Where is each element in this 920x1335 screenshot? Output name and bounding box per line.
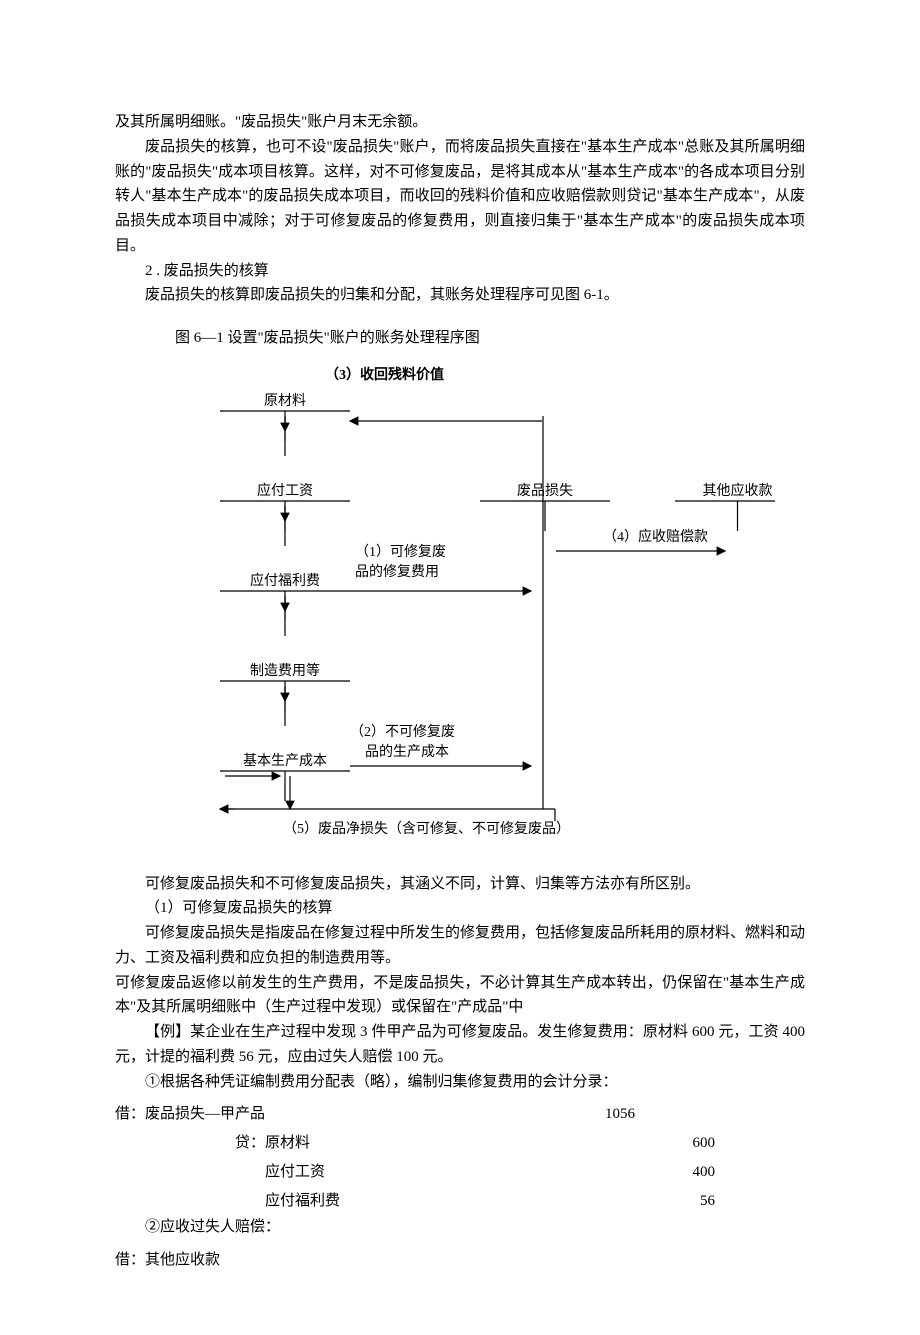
paragraph: 可修复废品损失和不可修复废品损失，其涵义不同，计算、归集等方法亦有所区别。 bbox=[115, 872, 805, 897]
svg-text:（3）收回残料价值: （3）收回残料价值 bbox=[325, 366, 444, 383]
paragraph: 可修复废品损失是指废品在修复过程中所发生的修复费用，包括修复废品所耗用的原材料、… bbox=[115, 921, 805, 971]
paragraph: （1）可修复废品损失的核算 bbox=[115, 896, 805, 921]
svg-text:（2）不可修复废: （2）不可修复废 bbox=[350, 723, 455, 740]
paragraph: 废品损失的核算即废品损失的归集和分配，其账务处理程序可见图 6-1。 bbox=[115, 283, 805, 308]
figure-title: 图 6—1 设置"废品损失"账户的账务处理程序图 bbox=[175, 326, 805, 351]
svg-text:品的生产成本: 品的生产成本 bbox=[365, 744, 449, 760]
entry-credit-amount bbox=[635, 1100, 715, 1129]
svg-text:其他应收款: 其他应收款 bbox=[703, 482, 773, 499]
entry-debit-label: 借：其他应收款 bbox=[115, 1246, 345, 1275]
entry-debit-label: 借：废品损失—甲产品 bbox=[115, 1100, 495, 1129]
svg-text:应付工资: 应付工资 bbox=[257, 482, 313, 499]
entry-credit-label: 应付工资 bbox=[115, 1158, 495, 1187]
svg-text:应付福利费: 应付福利费 bbox=[250, 572, 320, 589]
process-flowchart-svg: （3）收回残料价值原材料应付工资应付福利费制造费用等基本生产成本 废品损失 其他应收… bbox=[115, 361, 775, 841]
svg-text:废品损失: 废品损失 bbox=[517, 483, 573, 499]
entry-credit-label: 贷：原材料 bbox=[115, 1129, 495, 1158]
paragraph: 废品损失的核算，也可不设"废品损失"账户，而将废品损失直接在"基本生产成本"总账… bbox=[115, 135, 805, 259]
table-row: 借：废品损失—甲产品 1056 bbox=[115, 1100, 715, 1129]
svg-text:（5）废品净损失（含可修复、不可修复废品）: （5）废品净损失（含可修复、不可修复废品） bbox=[283, 820, 570, 837]
paragraph: 2 . 废品损失的核算 bbox=[115, 259, 805, 284]
table-row: 应付工资 400 bbox=[115, 1158, 715, 1187]
document-page: 及其所属明细账。"废品损失"账户月末无余额。 废品损失的核算，也可不设"废品损失… bbox=[0, 0, 920, 1335]
svg-text:（1）可修复废: （1）可修复废 bbox=[355, 543, 446, 560]
paragraph: 可修复废品返修以前发生的生产费用，不是废品损失，不必计算其生产成本转出，仍保留在… bbox=[115, 971, 805, 1021]
svg-text:（4）应收赔偿款: （4）应收赔偿款 bbox=[603, 528, 708, 545]
journal-entry-table: 借：其他应收款 bbox=[115, 1246, 565, 1275]
entry-credit-amount: 400 bbox=[635, 1158, 715, 1187]
entry-credit-amount: 600 bbox=[635, 1129, 715, 1158]
journal-entry-table: 借：废品损失—甲产品 1056 贷：原材料 600 应付工资 400 应付福利费… bbox=[115, 1100, 715, 1215]
svg-text:品的修复费用: 品的修复费用 bbox=[355, 563, 439, 580]
flowchart-diagram: （3）收回残料价值原材料应付工资应付福利费制造费用等基本生产成本 废品损失 其他应收… bbox=[115, 361, 805, 850]
table-row: 借：其他应收款 bbox=[115, 1246, 565, 1275]
table-row: 应付福利费 56 bbox=[115, 1187, 715, 1216]
svg-text:基本生产成本: 基本生产成本 bbox=[243, 752, 327, 769]
svg-text:制造费用等: 制造费用等 bbox=[250, 662, 320, 679]
table-row: 贷：原材料 600 bbox=[115, 1129, 715, 1158]
svg-text:原材料: 原材料 bbox=[264, 393, 306, 409]
entry-credit-label: 应付福利费 bbox=[115, 1187, 495, 1216]
paragraph: ①根据各种凭证编制费用分配表（略），编制归集修复费用的会计分录： bbox=[115, 1070, 805, 1095]
entry-credit-amount: 56 bbox=[635, 1187, 715, 1216]
paragraph: 及其所属明细账。"废品损失"账户月末无余额。 bbox=[115, 110, 805, 135]
paragraph: ②应收过失人赔偿： bbox=[115, 1215, 805, 1240]
entry-debit-amount: 1056 bbox=[495, 1100, 635, 1129]
paragraph: 【例】某企业在生产过程中发现 3 件甲产品为可修复废品。发生修复费用：原材料 6… bbox=[115, 1020, 805, 1070]
